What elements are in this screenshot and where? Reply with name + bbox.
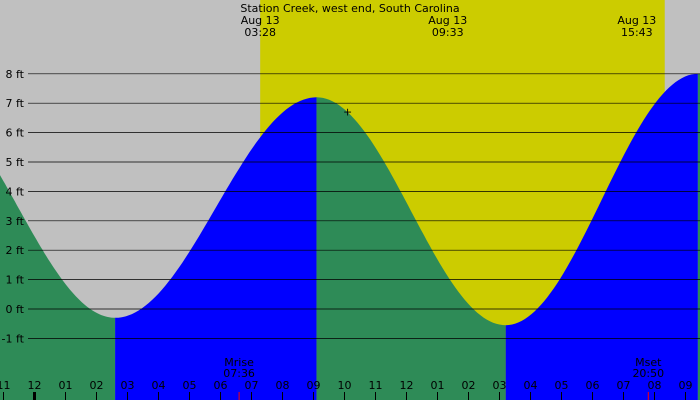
x-tick-label: 03	[121, 379, 135, 392]
x-tick-label: 11	[0, 379, 11, 392]
x-tick-label: 04	[524, 379, 538, 392]
x-tick-label: 06	[214, 379, 228, 392]
top-time-label: 15:43	[621, 26, 653, 39]
x-axis: 11 12 01 02 03 04 05 06 07 08 09 10 11 12 01 02 03 04 05 06…	[0, 379, 693, 400]
x-tick-label: 09	[679, 379, 693, 392]
x-tick-label: 06	[586, 379, 600, 392]
x-tick-label: 01	[59, 379, 73, 392]
x-tick-label: 05	[555, 379, 569, 392]
y-tick-label: 5 ft	[6, 156, 25, 169]
current-tide-marker: +	[343, 106, 352, 119]
y-tick-label: 8 ft	[6, 68, 25, 81]
y-tick-label: 2 ft	[6, 244, 25, 257]
top-time-label: 09:33	[432, 26, 464, 39]
y-tick-label: 3 ft	[6, 215, 25, 228]
y-tick-label: 0 ft	[6, 303, 25, 316]
x-tick-label: 12	[400, 379, 414, 392]
falling-tide-area	[316, 97, 506, 400]
x-tick-label: 09	[307, 379, 321, 392]
x-tick-label: 05	[183, 379, 197, 392]
x-tick-label: 03	[493, 379, 507, 392]
x-tick-label: 11	[369, 379, 383, 392]
moon-event-label: Mrise	[224, 356, 254, 369]
moon-event-time: 07:36	[223, 367, 255, 380]
top-date-label: Aug 13	[617, 14, 656, 27]
x-tick-label: 04	[152, 379, 166, 392]
y-tick-label: 4 ft	[6, 185, 25, 198]
y-tick-label: 7 ft	[6, 97, 25, 110]
rising-tide-area	[505, 73, 698, 400]
x-tick-label: 02	[90, 379, 104, 392]
chart-title: Station Creek, west end, South Carolina	[240, 2, 459, 15]
moon-event-label: Mset	[635, 356, 662, 369]
x-tick-label: 07	[245, 379, 259, 392]
gridlines	[28, 73, 700, 339]
falling-tide-area	[697, 73, 700, 400]
x-tick-label: 12	[28, 379, 42, 392]
x-tick-label: 10	[338, 379, 352, 392]
x-tick-label: 08	[648, 379, 662, 392]
top-date-label: Aug 13	[428, 14, 467, 27]
y-tick-label: 1 ft	[6, 274, 25, 287]
tide-areas	[0, 73, 700, 400]
top-time-label: 03:28	[244, 26, 276, 39]
rising-tide-area	[115, 97, 317, 400]
y-tick-label: 6 ft	[6, 127, 25, 140]
x-tick-label: 01	[431, 379, 445, 392]
falling-tide-area	[0, 175, 116, 400]
x-tick-label: 08	[276, 379, 290, 392]
x-tick-label: 07	[617, 379, 631, 392]
moon-event-time: 20:50	[632, 367, 664, 380]
y-tick-label: -1 ft	[2, 332, 25, 345]
top-date-label: Aug 13	[241, 14, 280, 27]
y-axis-labels: -1 ft 0 ft 1 ft 2 ft 3 ft 4 ft 5 ft 6 ft 7 ft 8 f…	[2, 68, 25, 346]
x-tick-label: 02	[462, 379, 476, 392]
